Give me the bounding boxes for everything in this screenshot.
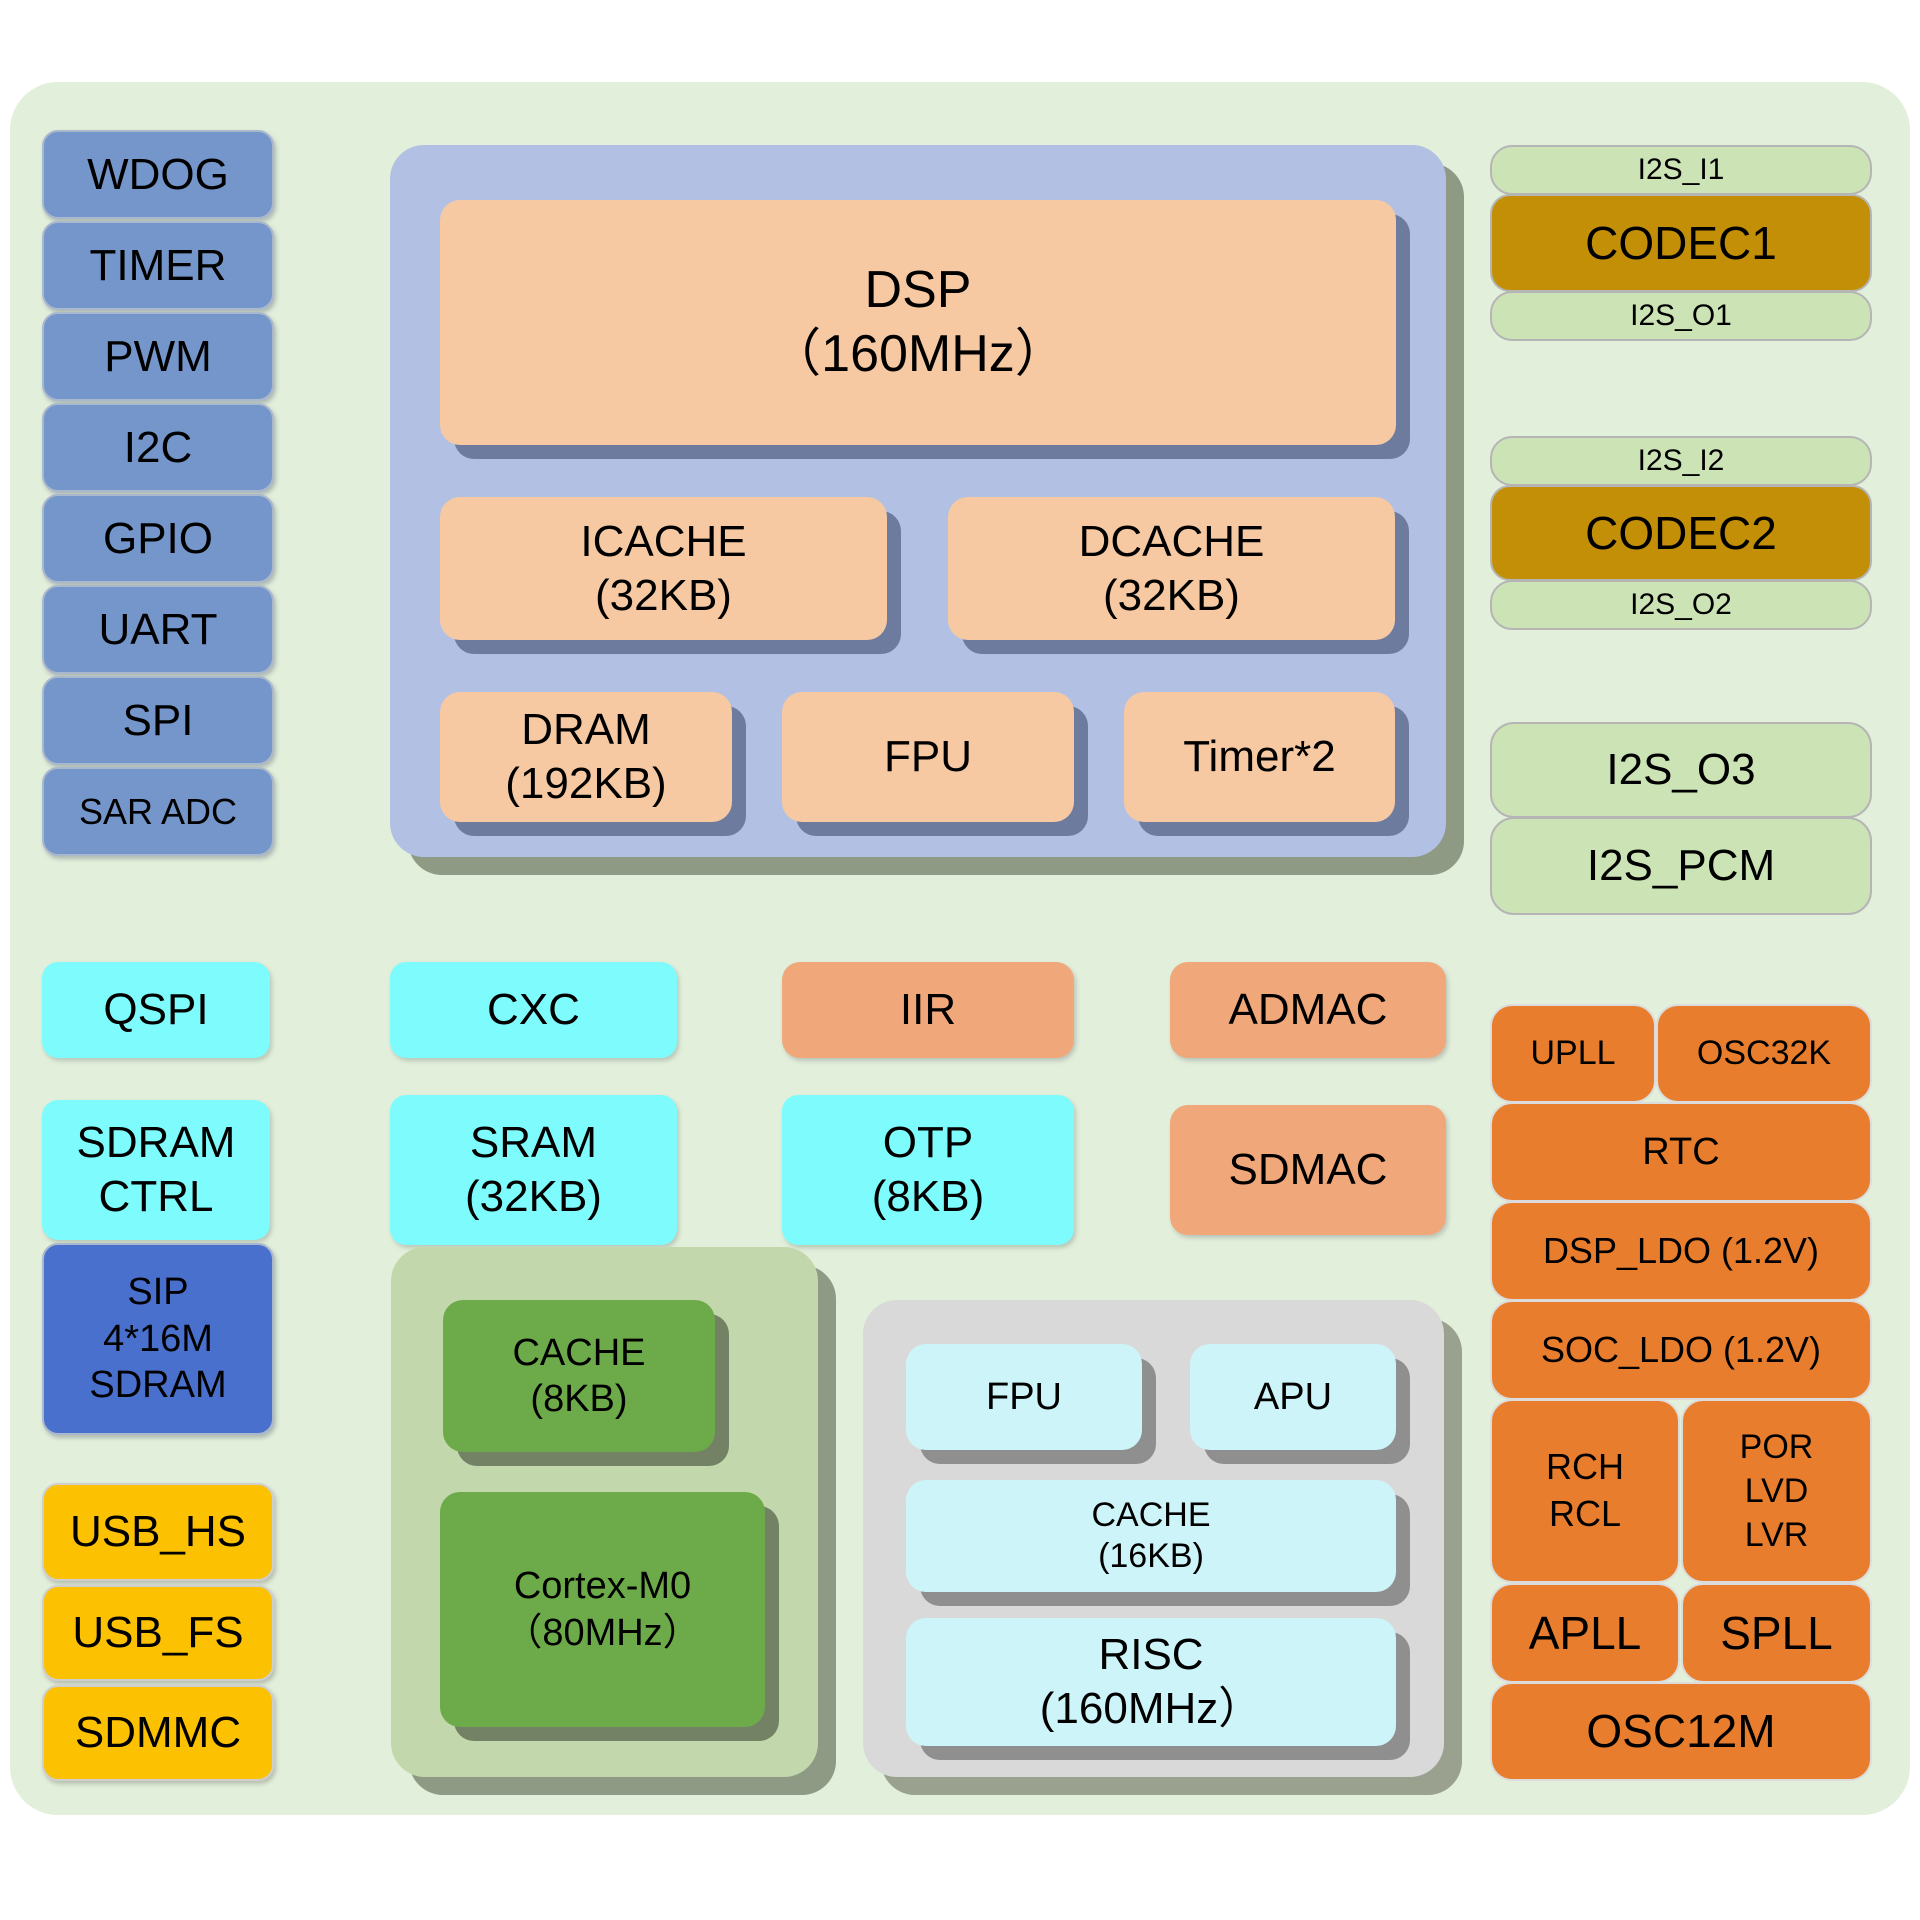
- block-cortex-m0: Cortex-M0 （80MHz）: [440, 1492, 765, 1727]
- strip-i2s-o2: I2S_O2: [1490, 580, 1872, 630]
- block-uart: UART: [42, 585, 274, 674]
- block-iir: IIR: [782, 962, 1074, 1058]
- block-icache: ICACHE (32KB): [440, 497, 887, 640]
- block-sdmmc: SDMMC: [42, 1685, 274, 1781]
- block-dsp: DSP （160MHz）: [440, 200, 1396, 445]
- block-sar-adc: SAR ADC: [42, 767, 274, 856]
- block-risc-core: RISC (160MHz）: [906, 1618, 1396, 1746]
- block-upll: UPLL: [1490, 1004, 1656, 1103]
- block-codec1: CODEC1: [1490, 194, 1872, 292]
- chip-boundary: WDOG TIMER PWM I2C GPIO UART SPI SAR ADC…: [10, 82, 1910, 1815]
- block-usb-hs: USB_HS: [42, 1483, 274, 1581]
- block-sdram-ctrl: SDRAM CTRL: [42, 1100, 270, 1240]
- block-usb-fs: USB_FS: [42, 1585, 274, 1681]
- block-i2s-o3: I2S_O3: [1490, 722, 1872, 818]
- block-por-lvd-lvr: POR LVD LVR: [1681, 1399, 1872, 1583]
- block-risc-cache: CACHE (16KB): [906, 1480, 1396, 1592]
- strip-i2s-o1: I2S_O1: [1490, 291, 1872, 341]
- block-timer2: Timer*2: [1124, 692, 1395, 822]
- block-timer: TIMER: [42, 221, 274, 310]
- block-sip-sdram: SIP 4*16M SDRAM: [42, 1243, 274, 1435]
- block-otp: OTP (8KB): [782, 1095, 1074, 1245]
- block-wdog: WDOG: [42, 130, 274, 219]
- block-apll: APLL: [1490, 1583, 1680, 1683]
- strip-i2s-i2: I2S_I2: [1490, 436, 1872, 486]
- block-admac: ADMAC: [1170, 962, 1446, 1058]
- block-risc-fpu: FPU: [906, 1344, 1142, 1450]
- block-spi: SPI: [42, 676, 274, 765]
- block-pwm: PWM: [42, 312, 274, 401]
- block-rtc: RTC: [1490, 1102, 1872, 1202]
- strip-i2s-i1: I2S_I1: [1490, 145, 1872, 195]
- block-dcache: DCACHE (32KB): [948, 497, 1395, 640]
- block-spll: SPLL: [1681, 1583, 1872, 1683]
- block-mcu-cache: CACHE (8KB): [443, 1300, 715, 1452]
- block-dsp-fpu: FPU: [782, 692, 1074, 822]
- block-sram: SRAM (32KB): [390, 1095, 677, 1245]
- block-i2c: I2C: [42, 403, 274, 492]
- block-qspi: QSPI: [42, 962, 270, 1058]
- block-osc32k: OSC32K: [1656, 1004, 1872, 1103]
- block-dsp-ldo: DSP_LDO (1.2V): [1490, 1201, 1872, 1301]
- block-sdmac: SDMAC: [1170, 1105, 1446, 1235]
- block-risc-apu: APU: [1190, 1344, 1396, 1450]
- block-gpio: GPIO: [42, 494, 274, 583]
- block-rch-rcl: RCH RCL: [1490, 1399, 1680, 1583]
- block-codec2: CODEC2: [1490, 485, 1872, 581]
- block-cxc: CXC: [390, 962, 677, 1058]
- block-osc12m: OSC12M: [1490, 1682, 1872, 1781]
- block-soc-ldo: SOC_LDO (1.2V): [1490, 1300, 1872, 1400]
- block-dram: DRAM (192KB): [440, 692, 732, 822]
- block-i2s-pcm: I2S_PCM: [1490, 817, 1872, 915]
